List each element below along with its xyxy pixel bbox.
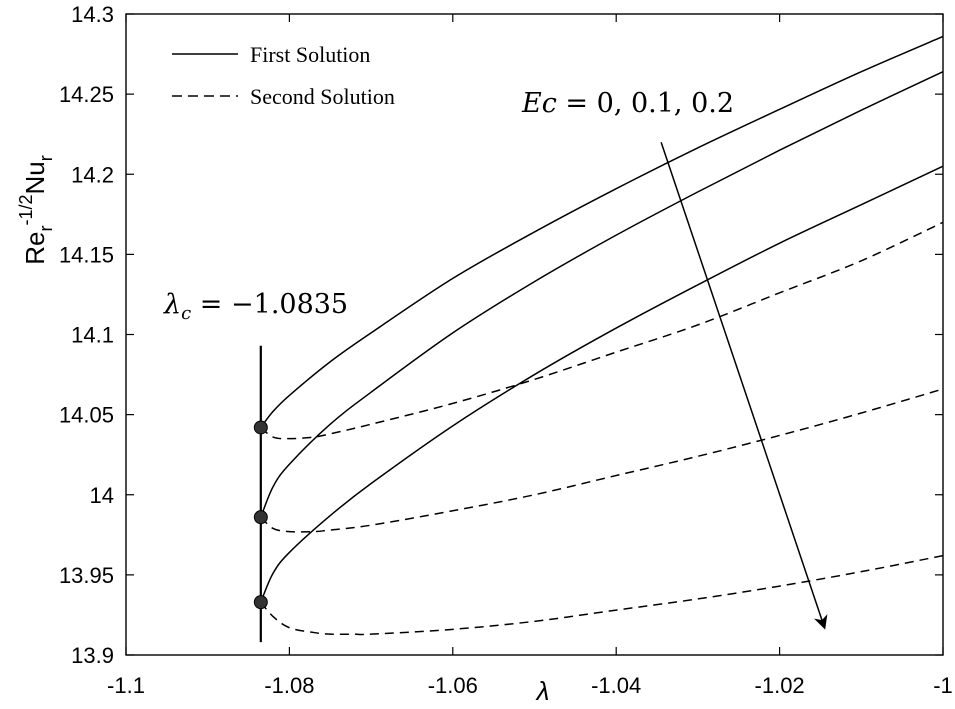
x-tick-label: -1.04	[591, 673, 641, 698]
y-axis-label-sub1: r	[36, 226, 56, 232]
y-tick-label: 14	[90, 483, 114, 508]
legend-label-first: First Solution	[250, 42, 370, 67]
ec-annotation: Ec = 0, 0.1, 0.2	[521, 88, 734, 119]
axis-ticks-group: -1.1 -1.08 -1.06 -1.04 -1.02 -1 13.9 13.95 14 14.…	[59, 2, 953, 698]
y-axis-label-sub2: r	[36, 155, 56, 161]
x-tick-label: -1	[933, 673, 953, 698]
lambda-c-lhs: λ	[163, 289, 181, 320]
y-tick-label: 14.25	[59, 82, 114, 107]
series-line-first-ec01	[260, 71, 944, 518]
y-axis-label-mid: Nu	[20, 161, 50, 194]
x-tick-label: -1.02	[755, 673, 805, 698]
ec-annotation-rhs: 0, 0.1, 0.2	[597, 88, 734, 119]
x-tick-label: -1.08	[264, 673, 314, 698]
plot-area	[125, 13, 944, 656]
x-tick-label: -1.06	[428, 673, 478, 698]
series-line-first-ec02	[260, 165, 944, 603]
x-axis-label: λ	[535, 676, 550, 706]
x-tick-label: -1.1	[107, 673, 145, 698]
lambda-c-sub: c	[181, 303, 191, 324]
legend: First Solution Second Solution	[172, 42, 395, 109]
series-line-second-ec0	[260, 221, 944, 440]
critical-point	[253, 510, 268, 525]
legend-label-second: Second Solution	[250, 84, 395, 109]
series-line-second-ec01	[260, 388, 944, 533]
y-tick-label: 13.95	[59, 563, 114, 588]
critical-group	[253, 141, 828, 643]
y-tick-label: 14.15	[59, 242, 114, 267]
y-tick-label: 13.9	[71, 643, 114, 668]
lambda-c-rhs: −1.0835	[231, 289, 348, 320]
y-tick-label: 14.3	[71, 2, 114, 27]
y-tick-label: 14.1	[71, 323, 114, 348]
critical-point	[253, 420, 268, 435]
y-axis-label: Rer-1/2Nur	[16, 155, 56, 265]
critical-point	[253, 595, 268, 610]
lambda-c-annotation: λc = −1.0835	[163, 289, 348, 324]
y-tick-label: 14.2	[71, 162, 114, 187]
series-group	[260, 35, 944, 636]
ec-annotation-lhs: Ec	[521, 88, 557, 119]
series-line-second-ec02	[260, 554, 944, 636]
y-tick-label: 14.05	[59, 403, 114, 428]
y-axis-label-sup: -1/2	[16, 194, 36, 225]
series-line-first-ec0	[260, 35, 944, 428]
y-axis-label-base: Re	[20, 232, 50, 265]
ec-arrow	[660, 141, 828, 630]
